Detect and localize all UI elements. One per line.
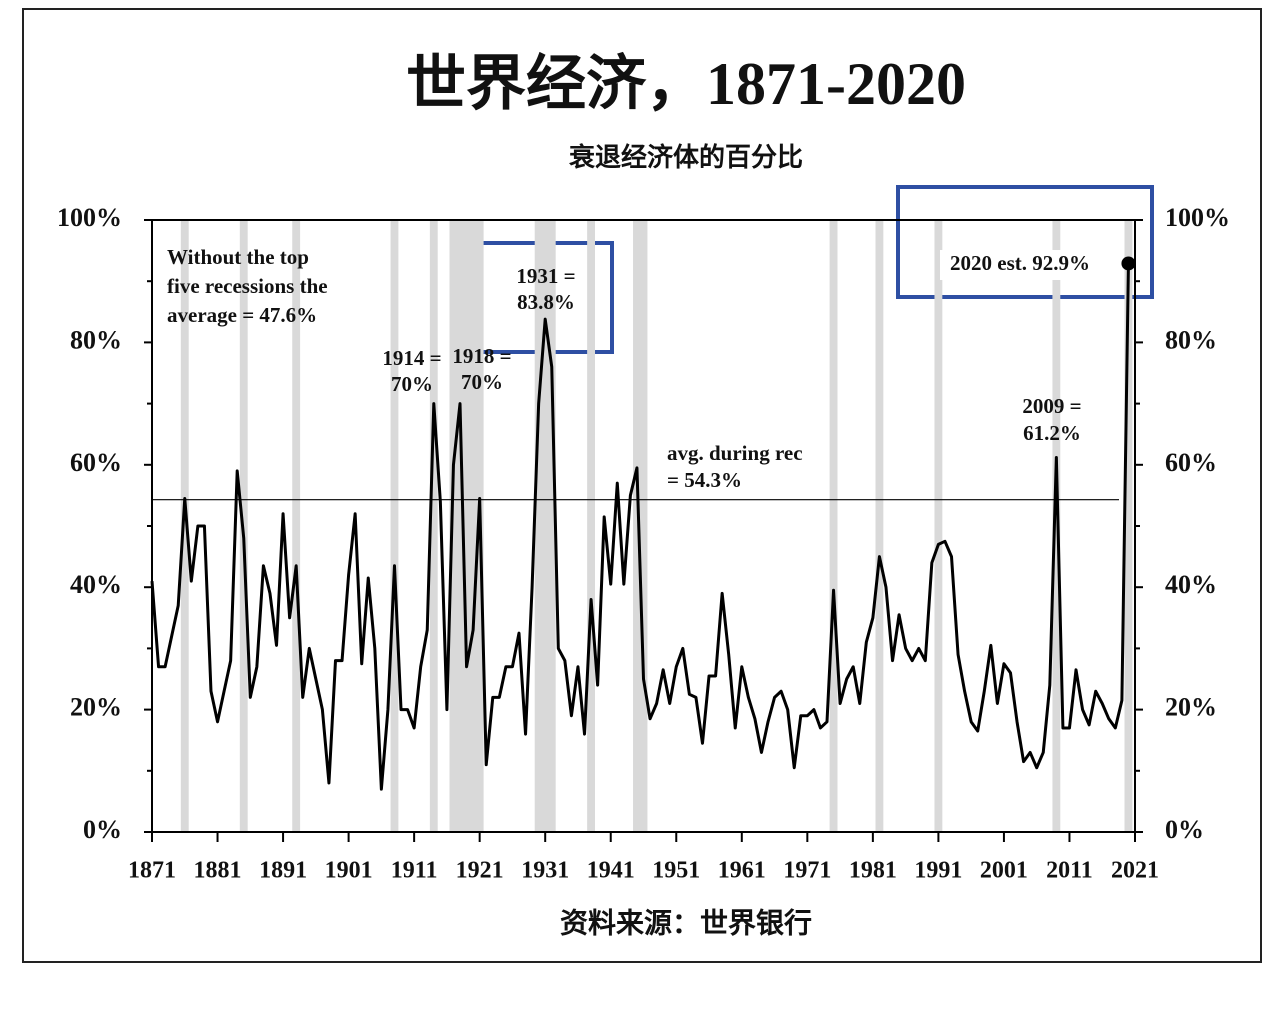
y2-tick-label: 40%: [1165, 570, 1217, 599]
x-tick-label: 2001: [980, 858, 1028, 884]
annotation: 2020 est. 92.9%: [950, 251, 1090, 275]
x-tick-label: 1961: [718, 858, 766, 884]
recession-band: [934, 220, 943, 832]
y-tick-label: 60%: [70, 448, 122, 477]
x-tick-label: 1951: [652, 858, 700, 884]
x-tick-label: 1971: [783, 858, 831, 884]
y2-tick-label: 100%: [1165, 203, 1230, 232]
x-tick-label: 1941: [587, 858, 635, 884]
x-tick-label: 1881: [194, 858, 242, 884]
annotation: Without the top: [167, 245, 309, 269]
y-tick-label: 100%: [57, 203, 122, 232]
y2-tick-label: 60%: [1165, 448, 1217, 477]
x-tick-label: 1991: [914, 858, 962, 884]
annotation: 1931 =: [516, 264, 575, 288]
endpoint-dot: [1121, 256, 1136, 271]
recession-band: [1124, 220, 1133, 832]
highlight-box: [896, 185, 1154, 299]
chart-title: 世界经济，1871-2020: [406, 51, 966, 117]
annotation: 1918 =: [452, 344, 511, 368]
recession-band: [1052, 220, 1061, 832]
recession-band: [180, 220, 189, 832]
y2-tick-label: 0%: [1165, 815, 1204, 844]
annotation: 83.8%: [517, 290, 575, 314]
annotation: 61.2%: [1023, 421, 1081, 445]
recession-band: [390, 220, 399, 832]
chart-subtitle: 衰退经济体的百分比: [568, 142, 803, 172]
y2-tick-label: 80%: [1165, 325, 1217, 354]
recession-band: [875, 220, 884, 832]
recession-band: [429, 220, 438, 832]
x-tick-label: 1891: [259, 858, 307, 884]
x-tick-label: 1921: [456, 858, 504, 884]
x-tick-label: 1931: [521, 858, 569, 884]
y-tick-label: 80%: [70, 325, 122, 354]
recession-band: [292, 220, 301, 832]
annotation: 70%: [391, 372, 433, 396]
frame: [22, 8, 1262, 963]
y-tick-label: 0%: [83, 815, 122, 844]
recession-band: [829, 220, 838, 832]
y-tick-label: 40%: [70, 570, 122, 599]
y-tick-label: 20%: [70, 693, 122, 722]
annotation: avg. during rec: [667, 441, 803, 465]
annotation: 1914 =: [382, 346, 441, 370]
annotation-bg: [940, 250, 1100, 280]
x-tick-label: 1911: [391, 858, 438, 884]
series-line: [150, 263, 1130, 791]
annotation: 2009 =: [1022, 394, 1081, 418]
y2-tick-label: 20%: [1165, 693, 1217, 722]
annotation: average = 47.6%: [167, 303, 317, 327]
x-tick-label: 2011: [1046, 858, 1093, 884]
x-tick-label: 1981: [849, 858, 897, 884]
annotation: = 54.3%: [667, 468, 742, 492]
annotation: 70%: [461, 370, 503, 394]
source: 资料来源：世界银行: [560, 906, 812, 939]
x-tick-label: 1901: [325, 858, 373, 884]
x-tick-label: 2021: [1111, 858, 1159, 884]
x-tick-label: 1871: [128, 858, 176, 884]
recession-band: [587, 220, 596, 832]
annotation: five recessions the: [167, 274, 328, 298]
